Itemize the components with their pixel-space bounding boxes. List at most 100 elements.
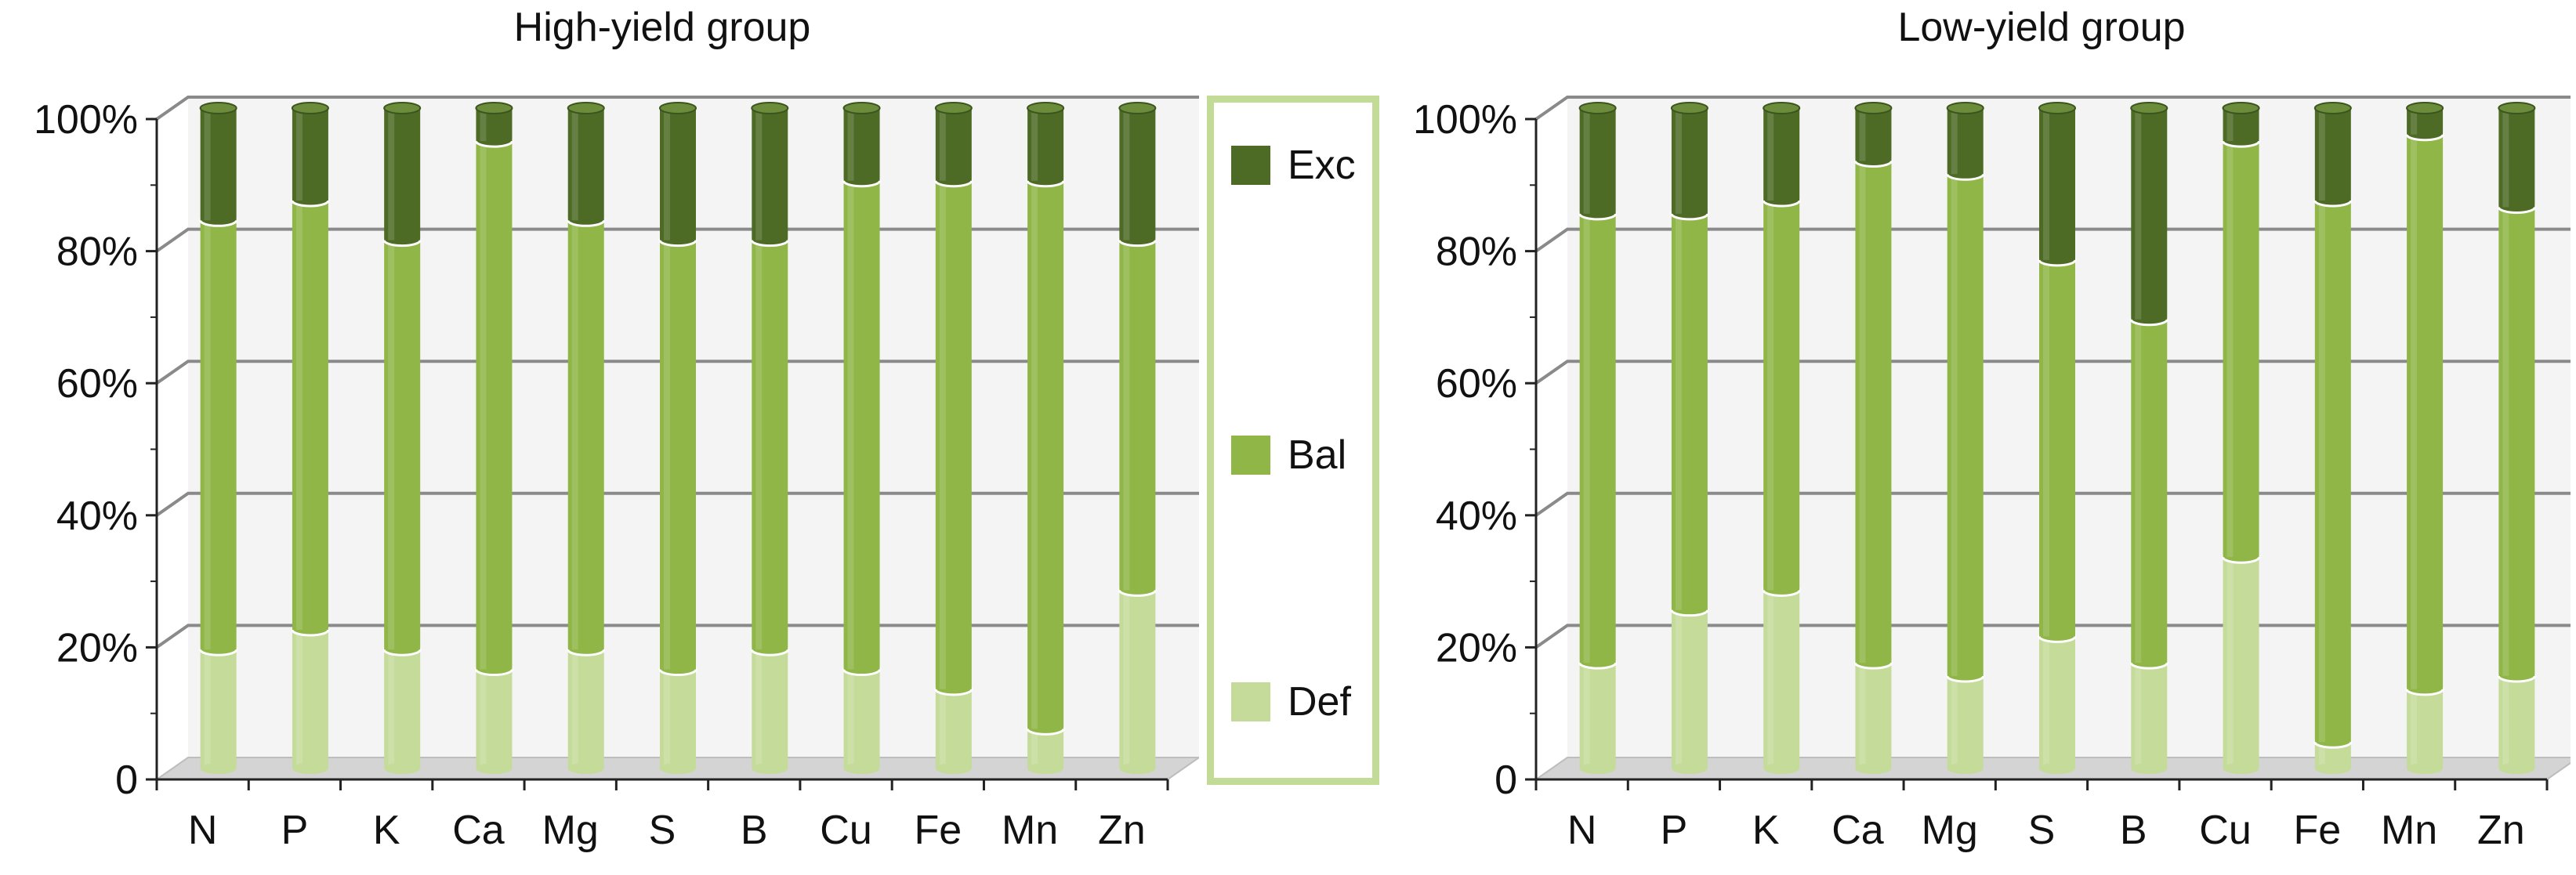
x-category-label: Fe <box>2293 808 2341 853</box>
bar-cap-exc <box>2130 102 2168 114</box>
bar-highlight <box>2411 689 2418 768</box>
bar-highlight <box>1123 240 1130 591</box>
bar-segment-bal <box>2407 134 2444 689</box>
bar-highlight <box>755 108 763 240</box>
x-category-label: Zn <box>1098 808 1146 853</box>
bar-highlight <box>2135 319 2142 663</box>
bar-highlight <box>2318 201 2325 743</box>
bar-segment-def <box>2498 675 2535 768</box>
bar-highlight <box>2502 207 2509 676</box>
bar-highlight <box>2318 742 2325 768</box>
bar-segment-bal <box>1947 174 1984 676</box>
bar-segment-bal <box>292 201 328 630</box>
bar-base-cap <box>1579 763 1616 774</box>
bar-segment-bal <box>200 220 237 650</box>
bar-base-cap <box>2223 763 2259 774</box>
bar-highlight <box>480 141 487 670</box>
bar-cap-exc <box>1578 102 1617 114</box>
bar-highlight <box>847 108 854 181</box>
bar-segment-bal <box>2314 201 2351 743</box>
y-tick-label: 0 <box>1495 757 1517 803</box>
bar-segment-def <box>200 649 237 768</box>
bar-cap-exc <box>1027 102 1065 114</box>
bar-segment-bal <box>752 240 788 650</box>
bar-base-cap <box>1119 763 1156 774</box>
bar-segment-exc <box>292 108 328 201</box>
y-tick-label: 80% <box>56 230 138 275</box>
bar-highlight <box>204 649 211 768</box>
bar-segment-bal <box>843 180 880 670</box>
bar-segment-exc <box>200 108 237 221</box>
bar-highlight <box>664 669 670 768</box>
bar-highlight <box>388 649 395 768</box>
bar-highlight <box>1675 609 1682 768</box>
y-tick-label: 0 <box>115 757 138 803</box>
bar-cap-exc <box>199 102 237 114</box>
bar-highlight <box>664 108 670 240</box>
bar-segment-exc <box>2039 108 2075 260</box>
bar-cap-exc <box>1854 102 1893 114</box>
bar-cap-exc <box>751 102 789 114</box>
bar-segment-def <box>1671 609 1708 768</box>
legend-item-exc: Exc <box>1231 142 1356 189</box>
bar-segment-bal <box>567 220 604 650</box>
bar-segment-def <box>292 629 328 768</box>
bar-segment-bal <box>1855 161 1892 663</box>
bar-cap-exc <box>2498 102 2536 114</box>
bar-highlight <box>295 629 303 768</box>
y-tick-label: 60% <box>56 361 138 407</box>
x-category-label: P <box>281 808 309 853</box>
bar-highlight <box>388 240 395 650</box>
bar-base-cap <box>200 763 237 774</box>
bar-highlight <box>2135 663 2142 768</box>
bar-highlight <box>1123 108 1130 240</box>
bar-base-cap <box>1855 763 1892 774</box>
bar-cap-exc <box>475 102 513 114</box>
bar-segment-bal <box>2223 141 2259 558</box>
bar-segment-exc <box>567 108 604 221</box>
bar-segment-bal <box>1579 213 1616 663</box>
bar-cap-exc <box>383 102 422 114</box>
bar-highlight <box>1123 590 1130 768</box>
bar-highlight <box>755 649 763 768</box>
bar-base-cap <box>1763 763 1800 774</box>
bar-highlight <box>1675 213 1682 610</box>
bar-segment-def <box>752 649 788 768</box>
bar-cap-exc <box>842 102 881 114</box>
bar-segment-bal <box>1119 240 1156 591</box>
bar-highlight <box>2226 108 2234 142</box>
bar-segment-def <box>2223 557 2259 768</box>
bar-base-cap <box>843 763 880 774</box>
chart-title: High-yield group <box>514 5 811 50</box>
chart-title: Low-yield group <box>1897 5 2185 50</box>
bar-base-cap <box>384 763 421 774</box>
bar-segment-def <box>660 669 696 768</box>
bar-cap-exc <box>2222 102 2260 114</box>
bar-highlight <box>1583 663 1590 768</box>
bar-highlight <box>1951 174 1958 676</box>
bar-segment-bal <box>935 180 972 689</box>
legend-swatch-exc <box>1231 146 1270 185</box>
bar-segment-exc <box>1947 108 1984 175</box>
x-category-label: K <box>373 808 400 853</box>
bar-highlight <box>1583 108 1590 214</box>
legend-swatch-def <box>1231 682 1270 721</box>
bar-segment-bal <box>2039 259 2075 637</box>
bar-segment-exc <box>384 108 421 240</box>
bar-highlight <box>2226 557 2234 768</box>
bar-highlight <box>480 108 487 142</box>
legend-label-def: Def <box>1288 679 1351 725</box>
bar-base-cap <box>292 763 328 774</box>
bar-cap-exc <box>1118 102 1157 114</box>
bar-segment-exc <box>935 108 972 181</box>
bar-cap-exc <box>567 102 605 114</box>
bar-highlight <box>571 108 578 221</box>
bar-highlight <box>939 689 946 768</box>
bar-segment-exc <box>1671 108 1708 214</box>
bar-segment-exc <box>1579 108 1616 214</box>
bar-base-cap <box>476 763 513 774</box>
bar-highlight <box>1031 729 1038 768</box>
bar-cap-exc <box>1670 102 1708 114</box>
y-tick-label: 40% <box>1436 494 1517 539</box>
bar-highlight <box>204 108 211 221</box>
